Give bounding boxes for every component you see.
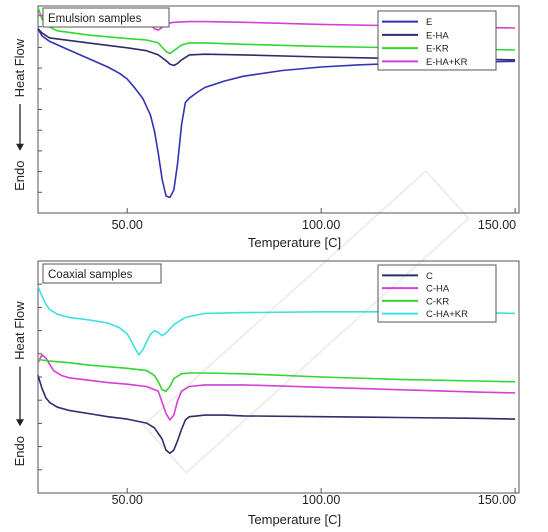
panel-title-box bbox=[42, 7, 170, 28]
x-tick-label: 150.00 bbox=[478, 493, 516, 507]
series-line-e-ha bbox=[37, 28, 516, 67]
chart-panel-1: 50.00 100.00 150.00 Temperature [C] Heat Flo… bbox=[12, 5, 520, 250]
y-axis-label-endo: Endo bbox=[12, 436, 27, 466]
series-line-c-kr bbox=[37, 358, 516, 393]
x-axis-title: Temperature [C] bbox=[248, 512, 341, 527]
legend-label: C bbox=[426, 271, 433, 282]
panel-title: Coaxial samples bbox=[48, 269, 133, 281]
legend-label: E bbox=[426, 17, 432, 28]
legend-label: E-KR bbox=[426, 44, 449, 55]
legend: E E-HA E-KR E-HA+KR bbox=[377, 10, 497, 71]
series-line-c-ha-kr bbox=[37, 286, 516, 356]
y-axis-label-heat-flow: Heat Flow bbox=[12, 38, 27, 97]
x-tick-label: 100.00 bbox=[302, 493, 340, 507]
x-axis-title: Temperature [C] bbox=[248, 235, 341, 250]
x-tick-label: 50.00 bbox=[112, 218, 143, 232]
legend-label: C-KR bbox=[426, 296, 449, 307]
x-tick-label: 150.00 bbox=[478, 218, 516, 232]
legend-label: C-HA+KR bbox=[426, 309, 468, 320]
legend-label: E-HA bbox=[426, 30, 449, 41]
series-line-e bbox=[37, 28, 516, 199]
x-tick-label: 50.00 bbox=[112, 493, 143, 507]
panel-title-box bbox=[42, 263, 162, 284]
legend-label: E-HA+KR bbox=[426, 57, 468, 68]
series-line-c-ha bbox=[37, 354, 516, 421]
y-axis-label-endo: Endo bbox=[12, 161, 27, 191]
series-line-e-kr bbox=[37, 7, 516, 55]
y-tick-marks bbox=[38, 283, 42, 471]
legend: C C-HAC-KR C-HA+KR bbox=[377, 264, 497, 323]
y-axis-label-heat-flow: Heat Flow bbox=[12, 301, 27, 360]
x-tick-label: 100.00 bbox=[302, 218, 340, 232]
y-tick-marks bbox=[38, 26, 42, 193]
panel-title: Emulsion samples bbox=[48, 13, 142, 25]
series-line-c bbox=[37, 375, 516, 455]
endo-arrow-head bbox=[16, 419, 24, 427]
chart-panel-2: 50.00 100.00 150.00 Temperature [C] Heat Flo… bbox=[12, 260, 520, 527]
endo-arrow-head bbox=[16, 143, 24, 151]
legend-label: C-HA bbox=[426, 284, 450, 295]
